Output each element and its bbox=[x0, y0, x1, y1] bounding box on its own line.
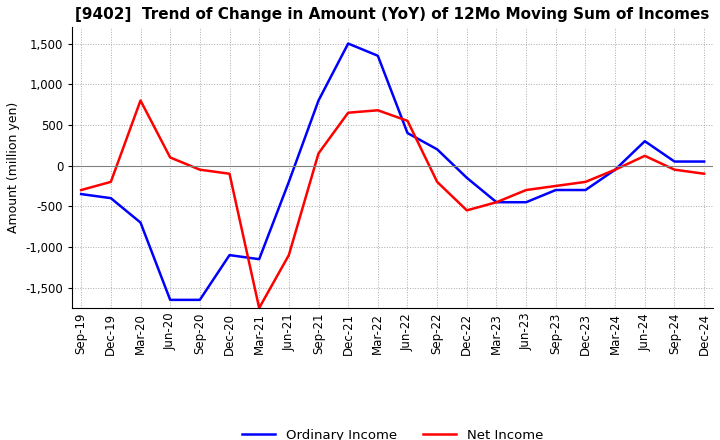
Ordinary Income bbox=[374, 53, 382, 59]
Y-axis label: Amount (million yen): Amount (million yen) bbox=[7, 102, 20, 233]
Ordinary Income bbox=[700, 159, 708, 164]
Ordinary Income bbox=[107, 195, 115, 201]
Net Income bbox=[611, 167, 619, 172]
Ordinary Income bbox=[670, 159, 679, 164]
Ordinary Income bbox=[403, 130, 412, 136]
Net Income bbox=[314, 151, 323, 156]
Line: Net Income: Net Income bbox=[81, 100, 704, 308]
Ordinary Income bbox=[344, 41, 353, 46]
Legend: Ordinary Income, Net Income: Ordinary Income, Net Income bbox=[237, 424, 549, 440]
Line: Ordinary Income: Ordinary Income bbox=[81, 44, 704, 300]
Ordinary Income bbox=[581, 187, 590, 193]
Ordinary Income bbox=[166, 297, 174, 303]
Ordinary Income bbox=[284, 179, 293, 184]
Ordinary Income bbox=[196, 297, 204, 303]
Net Income bbox=[77, 187, 86, 193]
Net Income bbox=[344, 110, 353, 115]
Net Income bbox=[581, 179, 590, 184]
Ordinary Income bbox=[433, 147, 441, 152]
Net Income bbox=[462, 208, 471, 213]
Ordinary Income bbox=[314, 98, 323, 103]
Net Income bbox=[284, 253, 293, 258]
Ordinary Income bbox=[225, 253, 234, 258]
Net Income bbox=[166, 155, 174, 160]
Net Income bbox=[670, 167, 679, 172]
Ordinary Income bbox=[77, 191, 86, 197]
Ordinary Income bbox=[552, 187, 560, 193]
Net Income bbox=[107, 179, 115, 184]
Net Income bbox=[136, 98, 145, 103]
Net Income bbox=[492, 200, 501, 205]
Ordinary Income bbox=[136, 220, 145, 225]
Net Income bbox=[196, 167, 204, 172]
Net Income bbox=[403, 118, 412, 124]
Net Income bbox=[433, 179, 441, 184]
Ordinary Income bbox=[641, 139, 649, 144]
Title: [9402]  Trend of Change in Amount (YoY) of 12Mo Moving Sum of Incomes: [9402] Trend of Change in Amount (YoY) o… bbox=[76, 7, 710, 22]
Net Income bbox=[641, 153, 649, 158]
Ordinary Income bbox=[255, 257, 264, 262]
Net Income bbox=[700, 171, 708, 176]
Net Income bbox=[552, 183, 560, 189]
Ordinary Income bbox=[522, 200, 531, 205]
Net Income bbox=[255, 305, 264, 311]
Ordinary Income bbox=[492, 200, 501, 205]
Net Income bbox=[522, 187, 531, 193]
Ordinary Income bbox=[611, 167, 619, 172]
Net Income bbox=[374, 108, 382, 113]
Ordinary Income bbox=[462, 175, 471, 180]
Net Income bbox=[225, 171, 234, 176]
